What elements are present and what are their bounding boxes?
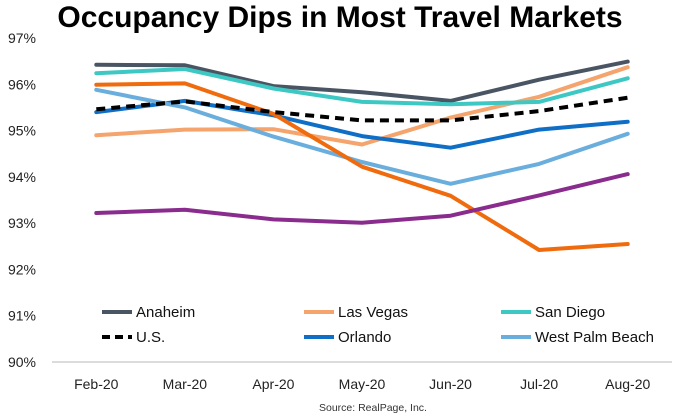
x-tick-label: Aug-20 xyxy=(605,376,650,392)
legend-label: Las Vegas xyxy=(338,304,408,321)
y-tick-label: 95% xyxy=(8,123,36,139)
series-line-san-diego xyxy=(94,67,630,107)
series-line-color-8a2b8e xyxy=(94,172,630,225)
x-tick-label: Mar-20 xyxy=(163,376,208,392)
legend-label: U.S. xyxy=(136,329,165,346)
series-line-orlando xyxy=(94,98,630,150)
y-tick-label: 91% xyxy=(8,308,36,324)
y-tick-label: 92% xyxy=(8,261,36,277)
y-axis: 90% 91% 92% 93% 94% 95% 96% 97% xyxy=(8,30,36,370)
x-tick-label: Jul-20 xyxy=(520,376,558,392)
x-tick-label: Feb-20 xyxy=(74,376,119,392)
legend-label: West Palm Beach xyxy=(535,329,654,346)
y-tick-label: 90% xyxy=(8,354,36,370)
x-tick-label: Jun-20 xyxy=(429,376,472,392)
x-axis: Feb-20 Mar-20 Apr-20 May-20 Jun-20 Jul-20 Aug-… xyxy=(74,376,650,392)
series-layer xyxy=(94,59,630,252)
chart-title: Occupancy Dips in Most Travel Markets xyxy=(57,1,622,34)
legend: Anaheim Las Vegas San Diego U.S. Orlando West… xyxy=(102,304,654,346)
legend-label: Orlando xyxy=(338,329,391,346)
legend-label: San Diego xyxy=(535,304,605,321)
series-line-las-vegas xyxy=(94,65,630,147)
series-line-color-ef6b0e xyxy=(94,81,630,252)
legend-label: Anaheim xyxy=(136,304,195,321)
y-tick-label: 93% xyxy=(8,215,36,231)
y-tick-label: 96% xyxy=(8,76,36,92)
source-note: Source: RealPage, Inc. xyxy=(319,402,427,414)
x-tick-label: May-20 xyxy=(339,376,386,392)
series-line-west-palm-beach xyxy=(94,87,630,186)
y-tick-label: 97% xyxy=(8,30,36,46)
x-tick-label: Apr-20 xyxy=(252,376,294,392)
y-tick-label: 94% xyxy=(8,169,36,185)
series-line-anaheim xyxy=(94,59,630,103)
